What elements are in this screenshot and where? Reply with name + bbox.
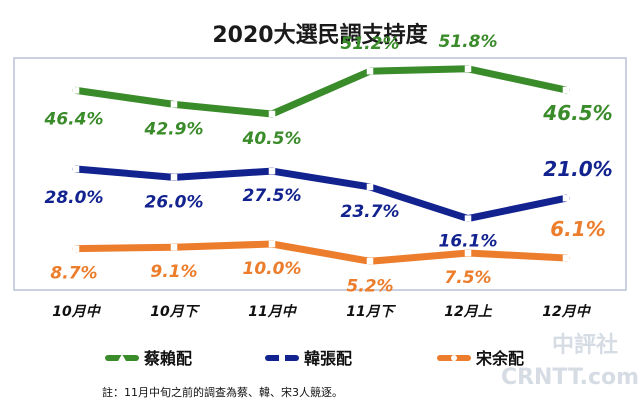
x-tick-label: 10月中 xyxy=(52,303,101,320)
data-point xyxy=(268,110,276,118)
data-label: 28.0% xyxy=(45,188,104,208)
legend-label: 韓張配 xyxy=(304,349,352,368)
data-point xyxy=(464,65,472,73)
data-label: 42.9% xyxy=(144,119,204,139)
data-point xyxy=(562,86,570,94)
x-axis-ticks: 10月中 10月下 11月中 11月下 12月上 12月中 xyxy=(52,303,591,320)
data-point xyxy=(268,167,276,175)
legend-label: 宋余配 xyxy=(475,349,524,368)
data-label: 9.1% xyxy=(150,262,197,282)
data-point xyxy=(464,215,472,222)
data-labels: 46.4% 42.9% 40.5% 51.2% 51.8% 46.5% 28.0% 26.0%… xyxy=(44,32,613,296)
x-tick-label: 12月上 xyxy=(444,304,492,320)
data-point xyxy=(562,254,570,262)
legend-label: 蔡賴配 xyxy=(143,349,192,368)
series-line xyxy=(72,165,570,223)
footnote: 註：11月中旬之前的調查為蔡、韓、宋3人競逐。 xyxy=(102,385,343,399)
legend-marker xyxy=(279,355,285,361)
data-label: 10.0% xyxy=(243,259,302,279)
data-point xyxy=(366,67,374,75)
data-point xyxy=(170,243,178,251)
x-tick-label: 10月下 xyxy=(150,304,200,320)
data-point xyxy=(562,194,570,202)
data-point xyxy=(366,183,374,191)
watermark-top: 中評社 xyxy=(552,332,618,358)
watermark-logo: 中評社 CRNTT.com xyxy=(501,332,639,390)
data-label: 51.2% xyxy=(341,34,400,54)
x-tick-label: 11月中 xyxy=(248,303,297,320)
series-lines xyxy=(72,65,570,265)
data-point xyxy=(366,258,374,265)
data-point xyxy=(72,165,80,173)
series-line xyxy=(72,240,570,265)
data-point xyxy=(464,249,472,257)
data-point xyxy=(72,245,80,252)
x-tick-label: 11月下 xyxy=(346,304,396,320)
data-label: 27.5% xyxy=(243,186,302,206)
data-label: 23.7% xyxy=(341,202,400,222)
data-point xyxy=(170,101,178,108)
data-label: 6.1% xyxy=(550,217,605,241)
legend-marker xyxy=(118,354,126,361)
data-point xyxy=(170,174,178,181)
data-label: 46.5% xyxy=(542,101,612,125)
x-tick-label: 12月中 xyxy=(542,303,591,320)
data-label: 5.2% xyxy=(346,276,393,296)
data-label: 51.8% xyxy=(439,32,498,52)
data-label: 8.7% xyxy=(50,264,97,284)
series-line xyxy=(72,65,570,118)
data-point xyxy=(72,87,80,94)
data-label: 16.1% xyxy=(439,232,498,252)
legend-marker xyxy=(451,355,457,361)
data-label: 21.0% xyxy=(543,157,612,181)
legend: 蔡賴配 韓張配 宋余配 xyxy=(105,349,524,368)
plot-frame xyxy=(13,57,627,291)
watermark-bottom: CRNTT.com xyxy=(501,365,639,390)
data-label: 40.5% xyxy=(242,129,302,149)
data-label: 26.0% xyxy=(145,192,204,212)
chart-title: 2020大選民調支持度 xyxy=(212,22,428,48)
data-point xyxy=(268,240,276,248)
data-label: 46.4% xyxy=(44,109,104,129)
data-label: 7.5% xyxy=(444,268,491,288)
